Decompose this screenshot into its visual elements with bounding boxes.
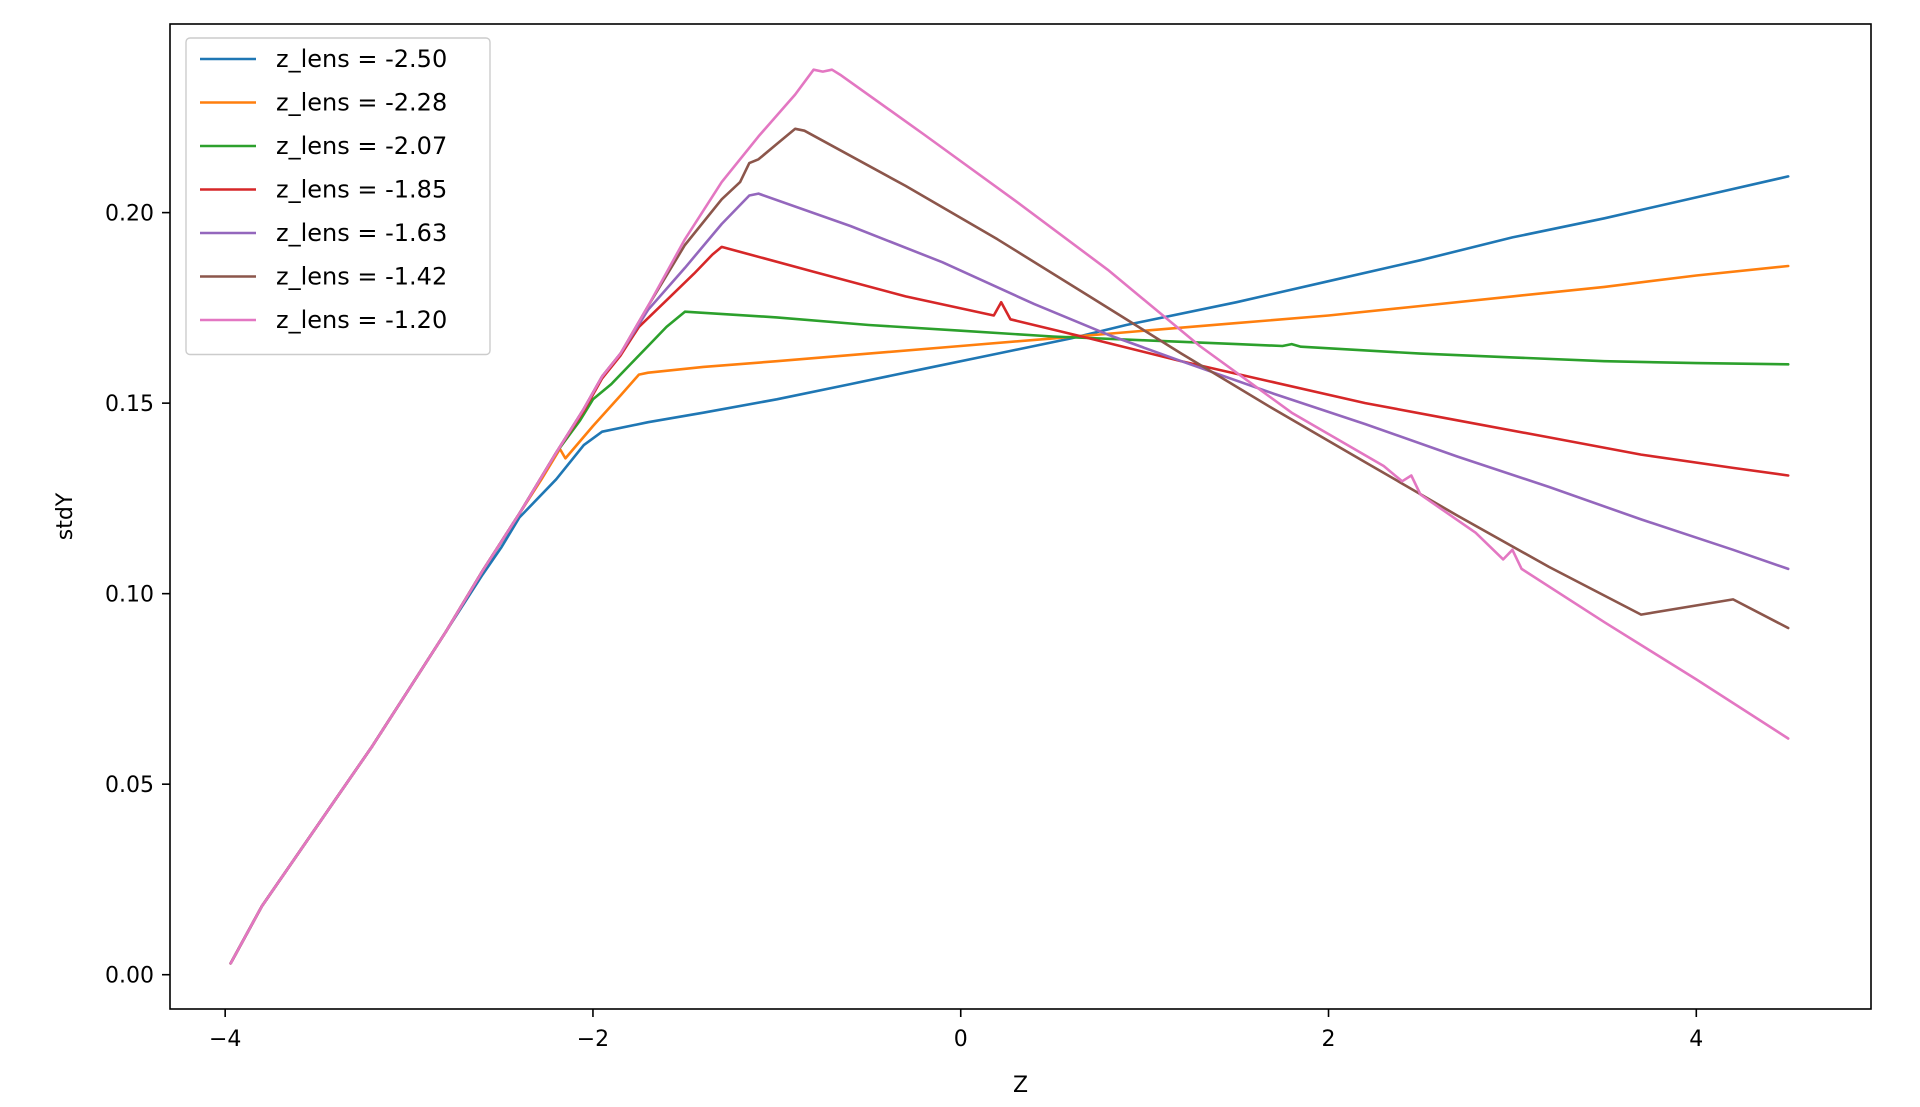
- series-line-6: [229, 68, 1790, 965]
- legend-label-1: z_lens = -2.28: [276, 89, 447, 117]
- y-axis-label: stdY: [53, 492, 78, 540]
- x-tick-label: 0: [954, 1027, 968, 1052]
- y-axis: 0.00 0.05 0.10 0.15 0.20: [105, 202, 170, 989]
- legend-label-2: z_lens = -2.07: [276, 132, 447, 160]
- y-tick-label: 0.10: [105, 583, 154, 608]
- legend-label-3: z_lens = -1.85: [276, 176, 447, 204]
- legend-label-4: z_lens = -1.63: [276, 219, 447, 247]
- y-tick-label: 0.05: [105, 773, 154, 798]
- legend-label-0: z_lens = -2.50: [276, 45, 447, 73]
- y-tick-label: 0.00: [105, 964, 154, 989]
- legend: z_lens = -2.50 z_lens = -2.28 z_lens = -2.…: [185, 37, 491, 356]
- x-tick-label: −4: [209, 1027, 241, 1052]
- x-axis-label: Z: [1013, 1073, 1028, 1098]
- x-tick-label: −2: [577, 1027, 609, 1052]
- y-tick-label: 0.20: [105, 202, 154, 227]
- y-tick-label: 0.15: [105, 392, 154, 417]
- x-axis: −4 −2 0 2 4: [209, 1009, 1703, 1052]
- x-tick-label: 2: [1322, 1027, 1336, 1052]
- legend-box: [185, 37, 491, 356]
- series-layer: [229, 68, 1790, 965]
- legend-label-5: z_lens = -1.42: [276, 263, 447, 291]
- legend-label-6: z_lens = -1.20: [276, 306, 447, 334]
- x-tick-label: 4: [1689, 1027, 1703, 1052]
- axes-frame: [169, 23, 1872, 1010]
